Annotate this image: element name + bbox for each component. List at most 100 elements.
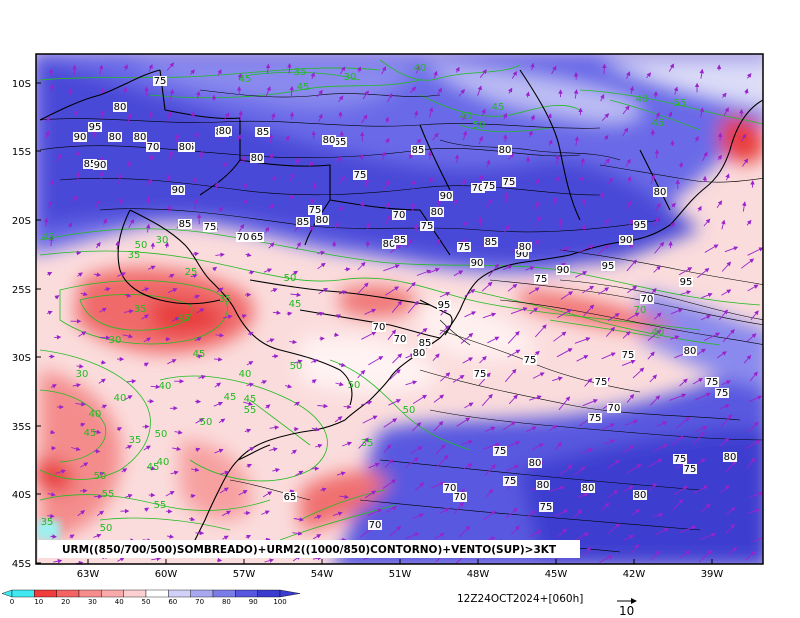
wind-arrow (673, 86, 679, 95)
wind-arrow (117, 173, 123, 184)
wind-arrow (165, 490, 175, 497)
contour-label: 75 (594, 377, 608, 388)
wind-arrow (337, 156, 342, 163)
svg-text:90: 90 (440, 191, 453, 202)
svg-text:45: 45 (244, 394, 257, 405)
svg-text:80: 80 (537, 480, 550, 491)
wind-arrow (479, 355, 487, 364)
contour-label: 65 (333, 137, 347, 148)
wind-arrow (172, 316, 180, 322)
svg-text:80: 80 (499, 145, 512, 156)
contour-label: 85 (393, 235, 407, 246)
wind-arrow (405, 532, 420, 539)
contour-label: 40 (652, 327, 665, 338)
wind-arrow (460, 332, 474, 344)
contour-label: 80 (528, 458, 542, 469)
svg-text:65: 65 (251, 232, 264, 243)
wind-arrow (384, 458, 394, 468)
svg-text:95: 95 (89, 122, 102, 133)
wind-arrow (680, 290, 692, 295)
wind-arrow (430, 481, 445, 489)
wind-arrow (597, 244, 610, 255)
contour-label: 80 (683, 346, 697, 357)
contour-label: 80 (218, 126, 232, 137)
colorbar-label: 90 (249, 598, 258, 606)
wind-arrow (716, 351, 727, 359)
wind-arrow (503, 224, 510, 233)
wind-arrow (428, 107, 434, 118)
wind-arrow (488, 263, 499, 277)
wind-arrow (311, 379, 317, 384)
wind-arrow (573, 532, 589, 542)
contour-label: 75 (539, 502, 553, 513)
wind-arrow (191, 467, 200, 472)
wind-arrow (464, 288, 476, 297)
wind-arrow (624, 419, 639, 426)
contour-label: 30 (344, 72, 357, 83)
wind-arrow (191, 251, 200, 257)
wind-arrow (215, 252, 225, 258)
wind-arrow (510, 525, 520, 535)
svg-text:70: 70 (373, 322, 386, 333)
wind-arrow (699, 68, 704, 79)
wind-arrow (452, 375, 465, 383)
wind-arrow (245, 252, 252, 257)
wind-arrow (560, 464, 573, 476)
colorbar-segment (78, 589, 102, 598)
wind-arrow (676, 417, 690, 429)
wind-arrow (698, 549, 713, 563)
contour-label: 80 (633, 490, 647, 501)
svg-text:45: 45 (289, 299, 302, 310)
contour-label: 50 (348, 380, 361, 391)
wind-arrow (703, 218, 711, 227)
wind-arrow (286, 311, 293, 317)
wind-arrow (720, 485, 730, 494)
contour-label: 50 (284, 273, 297, 284)
lon-tick-label: 45W (545, 569, 568, 580)
wind-arrow (510, 307, 528, 315)
wind-arrow (47, 200, 53, 209)
wind-arrow (507, 349, 521, 358)
svg-text:70: 70 (394, 334, 407, 345)
wind-arrow (529, 307, 539, 315)
wind-arrow (272, 354, 279, 359)
svg-text:35: 35 (41, 517, 54, 528)
svg-text:55: 55 (102, 489, 115, 500)
wind-arrow (455, 66, 460, 73)
wind-arrow (174, 133, 180, 143)
contour-label: 75 (457, 242, 471, 253)
svg-text:80: 80 (582, 483, 595, 494)
wind-arrow (44, 217, 49, 227)
svg-text:80: 80 (251, 153, 264, 164)
contour-label: 45 (289, 299, 302, 310)
contour-label: 75 (473, 369, 487, 380)
rio-de-la-plata (237, 444, 271, 461)
wind-arrow (262, 491, 273, 498)
wind-arrow (434, 533, 445, 540)
wind-arrow (432, 353, 440, 362)
wind-arrow (439, 292, 451, 298)
wind-arrow (574, 509, 583, 518)
wind-arrow (576, 355, 589, 362)
svg-text:50: 50 (473, 120, 486, 131)
svg-text:45: 45 (652, 118, 665, 129)
contour-label: 45 (297, 82, 310, 93)
wind-arrow (238, 110, 243, 120)
lon-tick-label: 60W (155, 569, 178, 580)
contour-label: 80 (723, 452, 737, 463)
wind-arrow (166, 62, 175, 71)
svg-text:55: 55 (674, 98, 687, 109)
wind-arrow (574, 337, 591, 344)
contour-label: 90 (619, 235, 633, 246)
contour-label: 30 (156, 235, 169, 246)
wind-arrow (121, 468, 128, 473)
wind-arrow (670, 221, 675, 229)
wind-arrow (622, 105, 630, 115)
svg-text:80: 80 (109, 132, 122, 143)
contour-label: 50 (290, 361, 303, 372)
svg-text:75: 75 (706, 377, 719, 388)
wind-arrow (381, 66, 387, 75)
wind-arrow (647, 329, 662, 341)
wind-arrow (294, 401, 300, 407)
svg-text:65: 65 (334, 137, 347, 148)
